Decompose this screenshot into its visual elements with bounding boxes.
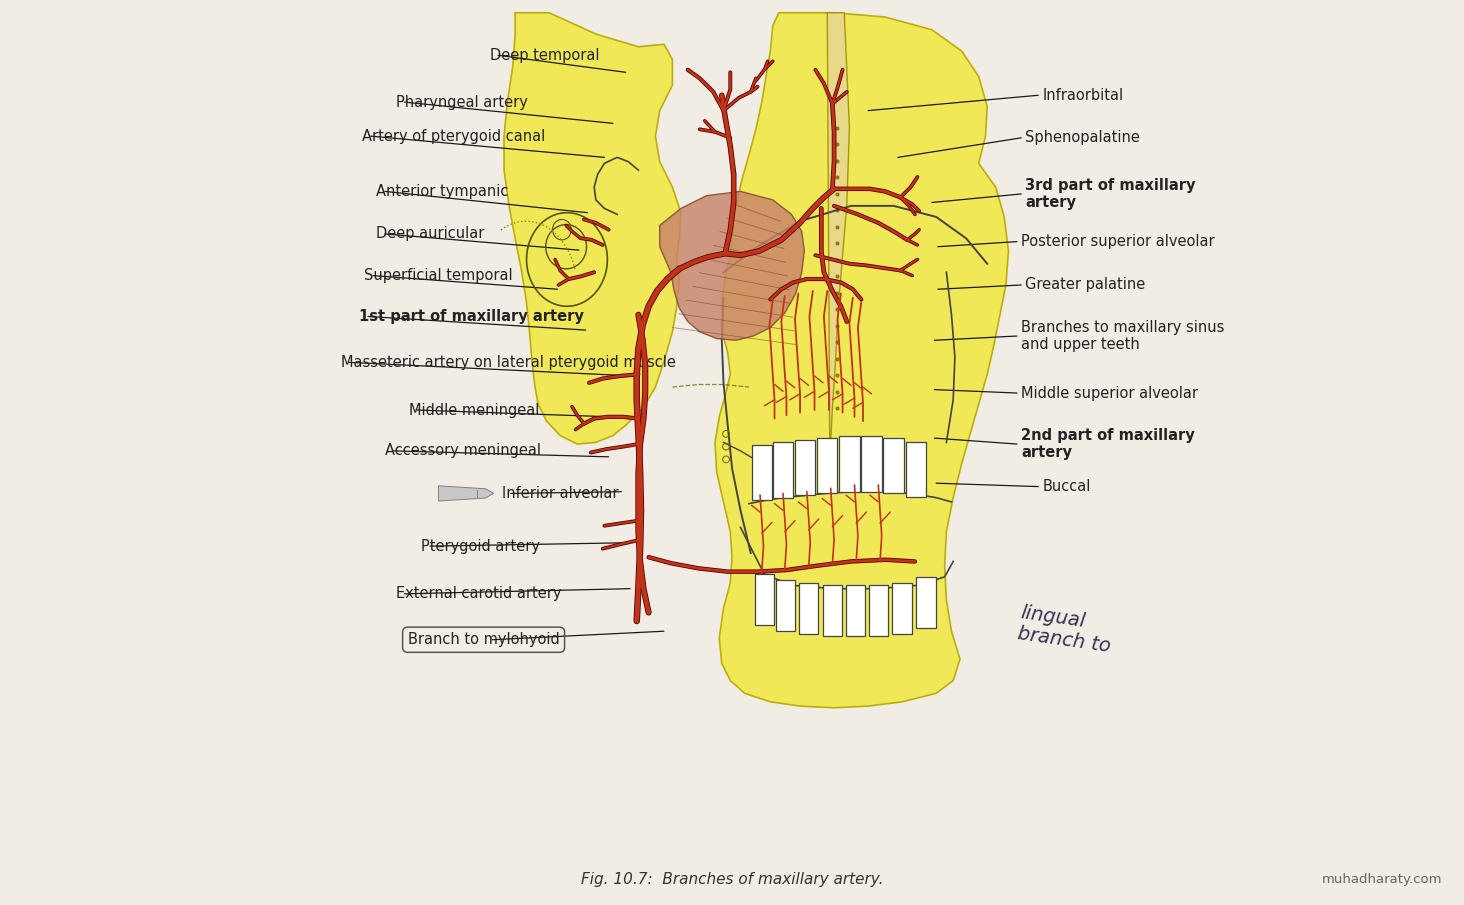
Text: Pharyngeal artery: Pharyngeal artery <box>395 95 529 110</box>
Polygon shape <box>660 192 804 340</box>
Text: Deep auricular: Deep auricular <box>376 226 485 242</box>
Text: Branch to mylohyoid: Branch to mylohyoid <box>407 633 559 647</box>
Bar <box>916 576 935 628</box>
Bar <box>883 438 903 493</box>
Bar <box>817 438 837 493</box>
Bar <box>799 583 818 634</box>
Text: Accessory meningeal: Accessory meningeal <box>385 443 540 458</box>
Text: 1st part of maxillary artery: 1st part of maxillary artery <box>359 309 584 324</box>
Text: 3rd part of maxillary
artery: 3rd part of maxillary artery <box>1025 177 1196 210</box>
Text: Buccal: Buccal <box>1042 479 1091 494</box>
Bar <box>776 580 795 631</box>
Text: Inferior alveolar: Inferior alveolar <box>502 486 619 500</box>
Text: Greater palatine: Greater palatine <box>1025 278 1146 292</box>
Polygon shape <box>714 13 1009 708</box>
Bar <box>754 575 774 625</box>
Text: Superficial temporal: Superficial temporal <box>365 268 512 283</box>
Bar <box>795 440 815 495</box>
Text: Deep temporal: Deep temporal <box>489 48 599 62</box>
Text: Middle meningeal: Middle meningeal <box>408 403 539 417</box>
Bar <box>839 436 859 491</box>
Text: lingual
branch to: lingual branch to <box>1016 603 1114 656</box>
Text: Middle superior alveolar: Middle superior alveolar <box>1022 386 1198 401</box>
Text: Artery of pterygoid canal: Artery of pterygoid canal <box>362 129 545 144</box>
Text: muhadharaty.com: muhadharaty.com <box>1322 873 1442 886</box>
Text: Infraorbital: Infraorbital <box>1042 88 1124 103</box>
Text: 2nd part of maxillary
artery: 2nd part of maxillary artery <box>1022 428 1195 461</box>
Bar <box>893 583 912 634</box>
Bar <box>751 445 772 500</box>
Polygon shape <box>826 13 849 460</box>
Bar <box>868 586 889 636</box>
Bar <box>861 436 881 491</box>
Text: Posterior superior alveolar: Posterior superior alveolar <box>1022 234 1215 249</box>
Text: Branches to maxillary sinus
and upper teeth: Branches to maxillary sinus and upper te… <box>1022 319 1224 352</box>
Text: Sphenopalatine: Sphenopalatine <box>1025 130 1140 146</box>
Text: Masseteric artery on lateral pterygoid muscle: Masseteric artery on lateral pterygoid m… <box>341 355 675 370</box>
Text: Pterygoid artery: Pterygoid artery <box>422 538 540 554</box>
Bar <box>846 586 865 636</box>
Text: External carotid artery: External carotid artery <box>395 586 562 601</box>
Bar <box>773 443 793 498</box>
Bar <box>906 442 925 497</box>
Text: Fig. 10.7:  Branches of maxillary artery.: Fig. 10.7: Branches of maxillary artery. <box>581 872 883 887</box>
Bar <box>823 586 842 636</box>
Polygon shape <box>439 486 493 501</box>
Text: Anterior tympanic: Anterior tympanic <box>376 184 509 199</box>
Polygon shape <box>504 13 681 444</box>
